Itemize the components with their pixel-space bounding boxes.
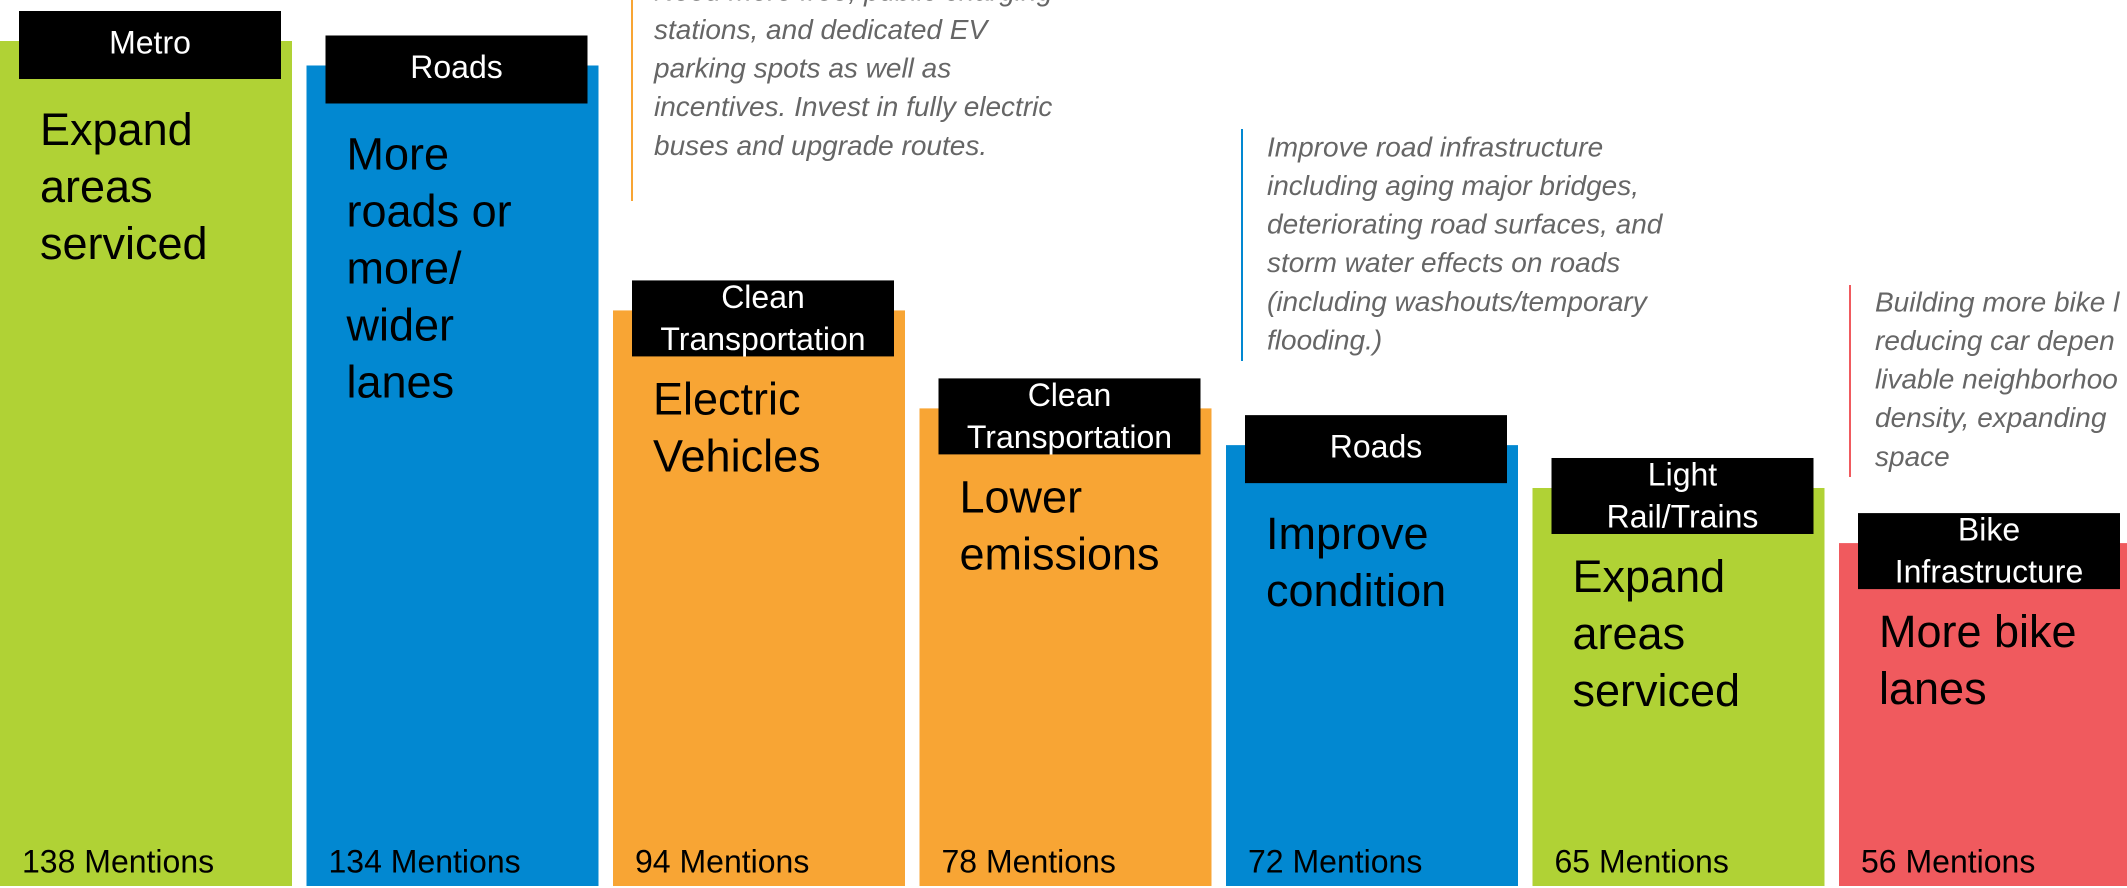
annotation-text: buses and upgrade routes. <box>654 130 987 161</box>
category-label: Transportation <box>967 419 1172 455</box>
label-box <box>325 35 588 104</box>
description: Expand <box>1573 551 1726 602</box>
description: Improve <box>1266 508 1429 559</box>
category-label: Infrastructure <box>1895 554 2084 590</box>
bar <box>0 41 292 886</box>
label-box <box>632 280 894 357</box>
annotation-text: flooding.) <box>1267 324 1382 355</box>
annotation-text: (including washouts/temporary <box>1267 286 1649 317</box>
category-label: Rail/Trains <box>1607 498 1759 534</box>
value-label: 56 Mentions <box>1861 843 2035 879</box>
value-label: 134 Mentions <box>329 843 521 879</box>
description: serviced <box>40 218 208 269</box>
annotation-text: livable neighborhoo <box>1875 364 2118 395</box>
bar <box>919 408 1212 886</box>
category-label: Clean <box>1028 377 1112 413</box>
annotation-text: deteriorating road surfaces, and <box>1267 209 1664 240</box>
value-label: 94 Mentions <box>635 843 809 879</box>
category-label: Bike <box>1958 512 2020 548</box>
annotation-text: density, expanding <box>1875 402 2107 433</box>
label-box <box>1551 457 1814 534</box>
annotation-text: space <box>1875 441 1950 472</box>
value-label: 65 Mentions <box>1555 843 1729 879</box>
bar <box>1226 445 1518 886</box>
description: lanes <box>1879 663 1987 714</box>
description: Lower <box>960 471 1083 522</box>
bar <box>613 310 905 886</box>
description: emissions <box>960 528 1160 579</box>
description: areas <box>1573 608 1686 659</box>
value-label: 138 Mentions <box>22 843 214 879</box>
category-label: Clean <box>721 279 805 315</box>
description: areas <box>40 161 153 212</box>
description: roads or <box>347 185 512 236</box>
description: More bike <box>1879 606 2077 657</box>
label-box <box>938 378 1201 455</box>
annotation-text: stations, and dedicated EV <box>654 14 989 45</box>
bar <box>306 65 599 887</box>
value-label: 72 Mentions <box>1248 843 1422 879</box>
annotation-text: parking spots as well as <box>653 53 951 84</box>
annotation-text: Building more bike l <box>1875 286 2120 317</box>
annotation-text: including aging major bridges, <box>1267 170 1639 201</box>
label-box <box>1858 513 2120 590</box>
description: condition <box>1266 565 1446 616</box>
value-label: 78 Mentions <box>942 843 1116 879</box>
description: more/ <box>347 242 463 293</box>
annotation-text: storm water effects on roads <box>1267 247 1620 278</box>
bar <box>1839 543 2127 886</box>
description: wider <box>346 299 455 350</box>
bar <box>1532 487 1825 886</box>
category-label: Roads <box>1330 429 1423 465</box>
category-label: Metro <box>109 24 191 60</box>
description: Electric <box>653 373 801 424</box>
annotation-text: incentives. Invest in fully electric <box>654 91 1052 122</box>
category-label: Roads <box>410 49 503 85</box>
description: More <box>347 128 450 179</box>
description: Vehicles <box>653 430 821 481</box>
category-label: Transportation <box>660 321 865 357</box>
description: lanes <box>347 356 455 407</box>
annotation-text: Improve road infrastructure <box>1267 131 1603 162</box>
description: Expand <box>40 104 193 155</box>
description: serviced <box>1573 665 1741 716</box>
category-label: Light <box>1648 456 1718 492</box>
annotation-text: Need more free, public charging <box>654 0 1053 6</box>
label-box <box>1245 415 1507 484</box>
label-box <box>19 11 281 79</box>
annotation-text: reducing car depen <box>1875 325 2115 356</box>
